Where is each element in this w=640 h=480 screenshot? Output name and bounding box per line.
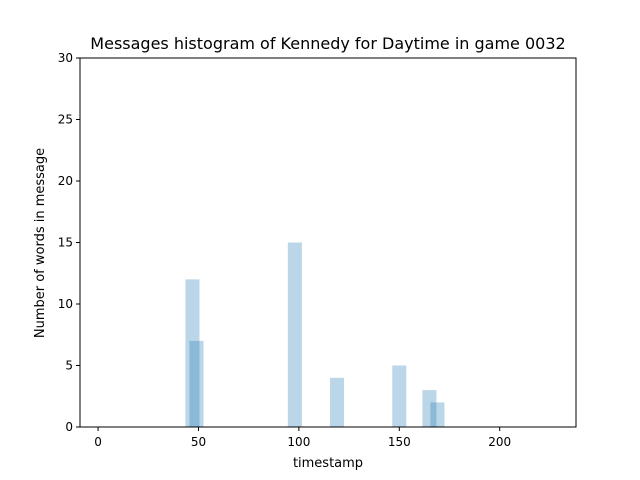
plot-frame [79,57,577,428]
x-tick-label: 100 [287,435,310,449]
bar-3 [330,377,345,427]
y-tick-label: 15 [58,236,73,250]
bars-group [185,242,445,427]
x-tick-label: 150 [388,435,411,449]
y-tick-label: 10 [58,297,73,311]
y-tick-label: 30 [58,51,73,65]
bar-5 [422,390,437,427]
y-tick-label: 20 [58,174,73,188]
chart-title: Messages histogram of Kennedy for Daytim… [90,34,565,53]
axes-group: 0 50 100 150 200 0 5 10 15 20 25 30 [58,51,577,449]
bar-2 [287,242,302,427]
bar-4 [392,365,407,427]
bar-1 [189,340,204,427]
y-tick-label: 0 [65,420,73,434]
x-tick-label: 0 [94,435,102,449]
x-tick-label: 50 [191,435,206,449]
bar-6 [430,402,445,427]
bar-0 [185,279,200,427]
x-axis-label: timestamp [293,456,363,471]
y-tick-label: 5 [65,359,73,373]
y-axis-label: Number of words in message [33,148,48,338]
y-tick-label: 25 [58,113,73,127]
x-tick-label: 200 [488,435,511,449]
